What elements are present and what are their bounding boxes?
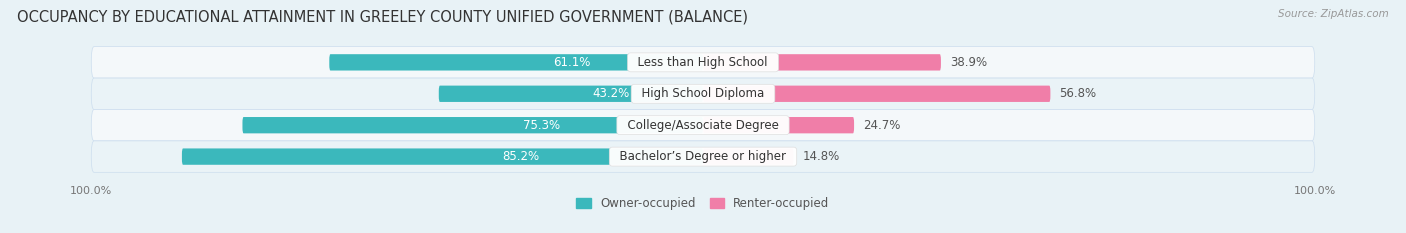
FancyBboxPatch shape: [242, 117, 703, 133]
Text: Less than High School: Less than High School: [630, 56, 776, 69]
Text: 56.8%: 56.8%: [1060, 87, 1097, 100]
Text: OCCUPANCY BY EDUCATIONAL ATTAINMENT IN GREELEY COUNTY UNIFIED GOVERNMENT (BALANC: OCCUPANCY BY EDUCATIONAL ATTAINMENT IN G…: [17, 9, 748, 24]
FancyBboxPatch shape: [439, 86, 703, 102]
Text: 43.2%: 43.2%: [592, 87, 628, 100]
Text: 75.3%: 75.3%: [523, 119, 561, 132]
Text: Bachelor’s Degree or higher: Bachelor’s Degree or higher: [612, 150, 794, 163]
FancyBboxPatch shape: [91, 78, 1315, 110]
FancyBboxPatch shape: [181, 148, 703, 165]
Text: High School Diploma: High School Diploma: [634, 87, 772, 100]
FancyBboxPatch shape: [91, 110, 1315, 141]
Legend: Owner-occupied, Renter-occupied: Owner-occupied, Renter-occupied: [572, 192, 834, 215]
FancyBboxPatch shape: [703, 86, 1050, 102]
Text: 24.7%: 24.7%: [863, 119, 901, 132]
Text: College/Associate Degree: College/Associate Degree: [620, 119, 786, 132]
FancyBboxPatch shape: [91, 141, 1315, 172]
Text: 85.2%: 85.2%: [502, 150, 538, 163]
Text: 14.8%: 14.8%: [803, 150, 839, 163]
Text: 38.9%: 38.9%: [950, 56, 987, 69]
FancyBboxPatch shape: [703, 148, 793, 165]
FancyBboxPatch shape: [329, 54, 703, 71]
FancyBboxPatch shape: [703, 117, 853, 133]
Text: Source: ZipAtlas.com: Source: ZipAtlas.com: [1278, 9, 1389, 19]
Text: 61.1%: 61.1%: [554, 56, 591, 69]
FancyBboxPatch shape: [703, 54, 941, 71]
FancyBboxPatch shape: [91, 47, 1315, 78]
